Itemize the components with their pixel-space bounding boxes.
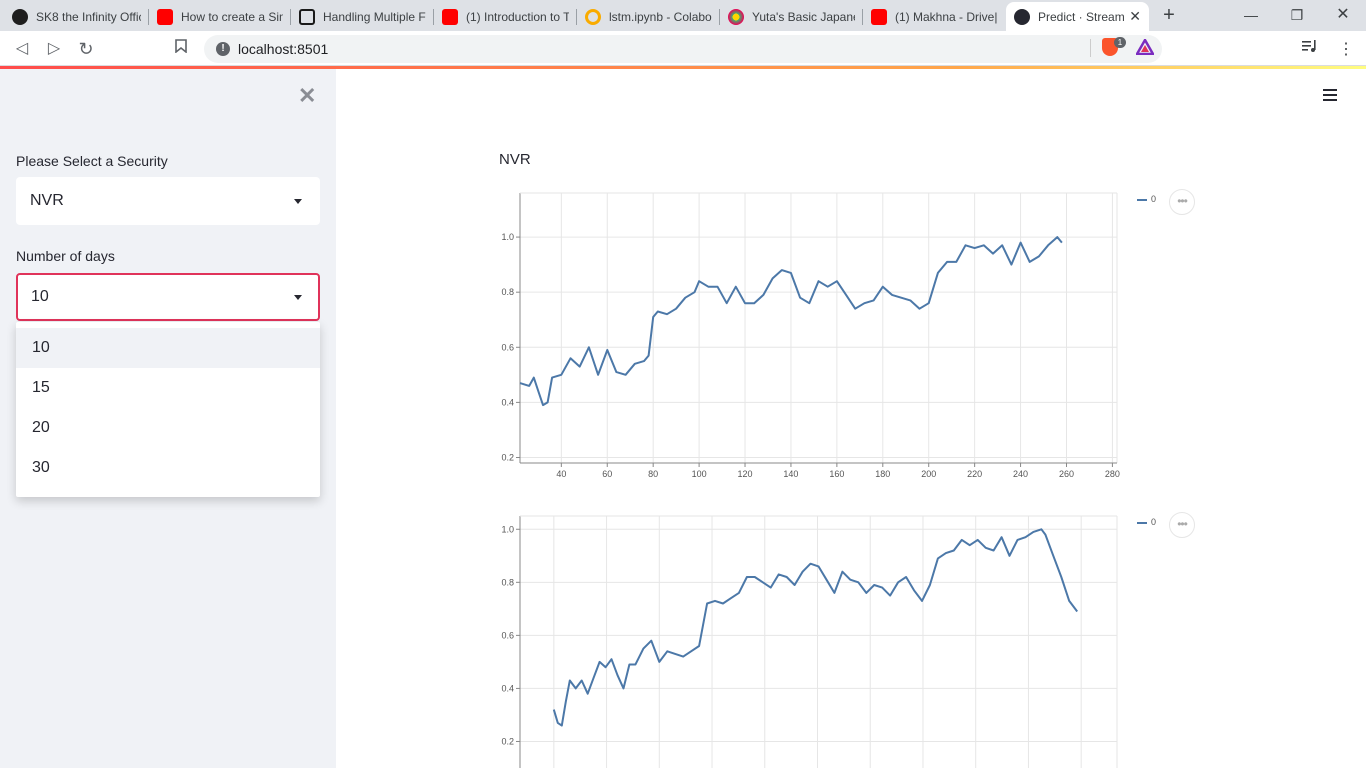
tab-title: lstm.ipynb - Colabo [609, 9, 712, 24]
browser-tab[interactable]: (1) Makhna - Drive| [863, 2, 1006, 31]
browser-tab[interactable]: lstm.ipynb - Colabo [577, 2, 720, 31]
bookmark-icon[interactable] [170, 38, 192, 60]
tab-title: Handling Multiple F [323, 9, 426, 24]
browser-tab[interactable]: (1) Introduction to T [434, 2, 577, 31]
x-tick-label: 40 [556, 469, 566, 479]
y-tick-label: 0.6 [501, 342, 514, 352]
browser-tab[interactable]: Yuta's Basic Japanes [720, 2, 863, 31]
youtube-icon [442, 8, 458, 25]
chevron-down-icon [294, 199, 302, 204]
streamlit-decoration-bar [0, 66, 1366, 69]
brave-rewards-icon[interactable] [1134, 37, 1156, 60]
browser-tab-active[interactable]: Predict · Stream ✕ [1006, 2, 1149, 31]
tab-title: Predict · Stream [1038, 9, 1125, 24]
youtube-icon [871, 8, 887, 25]
security-label: Please Select a Security [16, 153, 168, 169]
flower-icon [728, 8, 744, 25]
chart-1-actions-button[interactable]: ••• [1169, 189, 1195, 215]
y-tick-label: 0.4 [501, 683, 514, 693]
dropdown-option[interactable]: 10 [16, 328, 320, 368]
x-tick-label: 120 [738, 469, 753, 479]
address-bar: ◁ ▷ ↻ ! localhost:8501 1 ⋮ [0, 31, 1366, 66]
close-tab-icon[interactable]: ✕ [1129, 8, 1141, 24]
x-tick-label: 200 [921, 469, 936, 479]
tab-title: SK8 the Infinity Offic [36, 9, 141, 24]
url-text: localhost:8501 [238, 41, 329, 57]
shield-count-badge: 1 [1114, 37, 1126, 48]
tab-title: (1) Introduction to T [466, 9, 569, 24]
legend-label: 0 [1151, 517, 1157, 527]
y-tick-label: 0.2 [501, 452, 514, 462]
dropdown-option[interactable]: 30 [32, 459, 50, 476]
main-content: NVR 0.2 0.4 0.6 0.8 1.0 40 60 80 100 120 140 160 180… [336, 69, 1366, 768]
legend-swatch [1137, 521, 1147, 524]
y-tick-label: 0.4 [501, 397, 514, 407]
forward-icon[interactable]: ▷ [47, 40, 61, 57]
days-label: Number of days [16, 248, 115, 264]
info-icon[interactable]: ! [216, 42, 230, 56]
series-line [519, 236, 1063, 407]
streamlit-icon [1014, 8, 1030, 25]
y-tick-label: 0.6 [501, 630, 514, 640]
line-chart-1[interactable]: 0.2 0.4 0.6 0.8 1.0 40 60 80 100 120 140 160 180 200 2… [496, 191, 1126, 491]
media-queue-icon[interactable] [1302, 39, 1318, 58]
colab-icon [585, 8, 601, 25]
x-tick-label: 260 [1059, 469, 1074, 479]
chevron-down-icon [294, 295, 302, 300]
close-sidebar-icon[interactable]: ✕ [298, 83, 317, 108]
tab-title: How to create a Sim [181, 9, 283, 24]
minimize-button[interactable]: — [1244, 7, 1258, 23]
chart-1-legend: 0 [1137, 194, 1156, 204]
y-tick-label: 0.2 [501, 736, 514, 746]
line-chart-2[interactable]: 0.2 0.4 0.6 0.8 1.0 [496, 513, 1126, 768]
y-tick-label: 0.8 [501, 577, 514, 587]
x-tick-label: 140 [783, 469, 798, 479]
browser-tab[interactable]: Handling Multiple F [291, 2, 434, 31]
browser-tab[interactable]: How to create a Sim [149, 2, 291, 31]
browser-tab-bar: SK8 the Infinity Offic How to create a S… [0, 0, 1366, 31]
favicon-icon [12, 8, 28, 25]
x-tick-label: 220 [967, 469, 982, 479]
browser-tab[interactable]: SK8 the Infinity Offic [4, 2, 149, 31]
days-select-value: 10 [31, 288, 49, 305]
omnibox[interactable]: ! localhost:8501 [204, 35, 1162, 63]
y-tick-label: 1.0 [501, 524, 514, 534]
dropdown-option[interactable]: 20 [32, 419, 50, 436]
tab-title: (1) Makhna - Drive| [895, 9, 998, 24]
new-tab-button[interactable]: + [1163, 4, 1175, 26]
security-select-value: NVR [30, 192, 64, 209]
chart-2-actions-button[interactable]: ••• [1169, 512, 1195, 538]
page-title: NVR [499, 151, 531, 168]
y-tick-label: 0.8 [501, 287, 514, 297]
x-tick-label: 100 [692, 469, 707, 479]
sidebar: ✕ Please Select a Security NVR Number of… [0, 69, 336, 768]
dropdown-option[interactable]: 15 [32, 379, 50, 396]
restore-button[interactable]: ❐ [1290, 7, 1304, 23]
chart-2-svg: 0.2 0.4 0.6 0.8 1.0 [501, 515, 1118, 768]
tab-title: Yuta's Basic Japanes [752, 9, 855, 24]
legend-swatch [1137, 198, 1147, 201]
youtube-icon [157, 8, 173, 25]
days-select[interactable]: 10 [16, 273, 320, 321]
chart-1-svg: 0.2 0.4 0.6 0.8 1.0 40 60 80 100 120 140 160 180 200 2… [501, 192, 1120, 479]
days-dropdown-menu: 10 15 20 30 [16, 322, 320, 497]
y-tick-label: 1.0 [501, 232, 514, 242]
x-tick-label: 280 [1105, 469, 1120, 479]
x-tick-label: 180 [875, 469, 890, 479]
x-tick-label: 80 [648, 469, 658, 479]
doc-icon [299, 8, 315, 25]
chart-2-legend: 0 [1137, 517, 1156, 527]
back-icon[interactable]: ◁ [15, 40, 29, 57]
series-line [552, 528, 1078, 727]
security-select[interactable]: NVR [16, 177, 320, 225]
legend-label: 0 [1151, 194, 1157, 204]
close-window-button[interactable]: ✕ [1336, 6, 1350, 23]
x-tick-label: 240 [1013, 469, 1028, 479]
browser-menu-icon[interactable]: ⋮ [1338, 41, 1354, 58]
x-tick-label: 60 [602, 469, 612, 479]
x-tick-label: 160 [829, 469, 844, 479]
reload-icon[interactable]: ↻ [78, 39, 94, 59]
hamburger-menu-icon[interactable] [1323, 89, 1337, 104]
